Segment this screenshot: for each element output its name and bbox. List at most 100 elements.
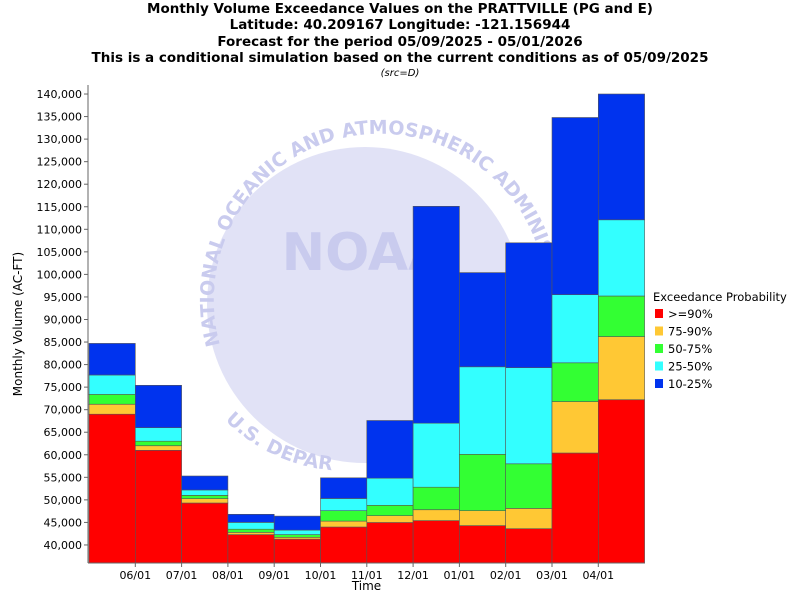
bar-segment bbox=[459, 453, 506, 511]
bar-segment bbox=[320, 520, 368, 528]
chart-title-line-4: This is a conditional simulation based o… bbox=[91, 50, 709, 66]
bar-segment bbox=[135, 440, 182, 447]
bar-segment bbox=[320, 477, 368, 499]
legend-swatch bbox=[655, 309, 663, 318]
x-tick-label: 06/01 bbox=[119, 569, 151, 582]
y-tick-label: 45,000 bbox=[44, 516, 83, 529]
y-tick-label: 50,000 bbox=[44, 494, 83, 507]
legend-item-label: 75-90% bbox=[668, 325, 712, 339]
bar-segment bbox=[551, 401, 599, 454]
bar-segment bbox=[505, 508, 553, 529]
bar-segment bbox=[412, 520, 460, 564]
x-tick-label: 11/01 bbox=[351, 569, 383, 582]
y-tick-label: 120,000 bbox=[37, 178, 83, 191]
bar-segment bbox=[459, 510, 506, 526]
bar-segment bbox=[597, 295, 645, 337]
y-tick-label: 90,000 bbox=[44, 313, 83, 326]
bar-segment bbox=[366, 420, 414, 479]
bar-segment bbox=[88, 393, 136, 405]
y-tick-label: 105,000 bbox=[37, 246, 83, 259]
bar-segment bbox=[551, 117, 599, 295]
bar-segment bbox=[320, 510, 368, 522]
legend-title: Exceedance Probability bbox=[653, 290, 787, 304]
bar-segment bbox=[366, 477, 414, 506]
x-tick-label: 10/01 bbox=[305, 569, 337, 582]
x-tick-label: 12/01 bbox=[397, 569, 429, 582]
bar-segment bbox=[505, 367, 553, 465]
y-tick-label: 125,000 bbox=[37, 156, 83, 169]
bar-segment bbox=[181, 475, 229, 491]
x-axis-label: Time bbox=[351, 579, 381, 593]
x-tick-label: 04/01 bbox=[582, 569, 614, 582]
x-tick-label: 08/01 bbox=[212, 569, 244, 582]
bar-segment bbox=[320, 526, 368, 564]
bar-segment bbox=[181, 495, 229, 499]
y-tick-label: 100,000 bbox=[37, 268, 83, 281]
bar-segment bbox=[459, 272, 506, 368]
axes-group: 40,000 45,000 50,000 55,000 60,000 65,000 70,0… bbox=[11, 85, 645, 593]
source-note: (src=D) bbox=[380, 68, 420, 79]
y-tick-label: 75,000 bbox=[44, 381, 83, 394]
y-tick-label: 130,000 bbox=[37, 133, 83, 146]
bar-segment bbox=[227, 513, 275, 523]
y-tick-label: 55,000 bbox=[44, 471, 83, 484]
x-tick-label: 07/01 bbox=[166, 569, 198, 582]
legend-swatch bbox=[655, 379, 663, 388]
x-tick-label: 09/01 bbox=[258, 569, 290, 582]
bar-segment bbox=[459, 525, 506, 564]
bar-segment bbox=[505, 528, 553, 564]
y-tick-label: 140,000 bbox=[37, 88, 83, 101]
bar-segment bbox=[320, 498, 368, 511]
bar-segment bbox=[135, 384, 182, 428]
bar-segment bbox=[505, 463, 553, 509]
bar-segment bbox=[505, 242, 553, 369]
y-tick-label: 115,000 bbox=[37, 201, 83, 214]
legend-item-label: 25-50% bbox=[668, 360, 712, 374]
bar-segment bbox=[459, 366, 506, 455]
y-tick-label: 135,000 bbox=[37, 111, 83, 124]
bar-segment bbox=[88, 343, 136, 376]
bar-segment bbox=[597, 399, 645, 564]
bar-segment bbox=[88, 374, 136, 395]
bar-segment bbox=[597, 93, 645, 221]
legend-item-label: 50-75% bbox=[668, 342, 712, 356]
bar-segment bbox=[227, 528, 275, 533]
bar-segment bbox=[366, 504, 414, 516]
bar-segment bbox=[227, 522, 275, 530]
bar-segment bbox=[227, 534, 275, 564]
bar-segment bbox=[551, 362, 599, 402]
bar-segment bbox=[366, 515, 414, 523]
bar-segment bbox=[181, 498, 229, 504]
bar-segment bbox=[273, 529, 321, 535]
x-tick-label: 03/01 bbox=[536, 569, 568, 582]
y-tick-label: 85,000 bbox=[44, 336, 83, 349]
y-tick-label: 40,000 bbox=[44, 539, 83, 552]
bar-segment bbox=[135, 427, 182, 442]
bar-segment bbox=[412, 206, 460, 424]
legend-item-label: 10-25% bbox=[668, 377, 712, 391]
bar-segment bbox=[273, 534, 321, 538]
bar-segment bbox=[597, 336, 645, 401]
bar-segment bbox=[366, 522, 414, 564]
y-tick-label: 70,000 bbox=[44, 404, 83, 417]
bar-segment bbox=[88, 403, 136, 415]
bar-segment bbox=[273, 538, 321, 564]
bar-segment bbox=[412, 486, 460, 511]
bar-segment bbox=[181, 489, 229, 496]
legend-item-label: >=90% bbox=[668, 307, 713, 321]
bar-segment bbox=[88, 413, 136, 564]
bar-segment bbox=[135, 449, 182, 564]
chart-title-line-2: Latitude: 40.209167 Longitude: -121.1569… bbox=[229, 17, 571, 33]
bar-segment bbox=[412, 509, 460, 521]
bar-segment bbox=[181, 502, 229, 564]
bar-segment bbox=[597, 219, 645, 297]
legend-swatch bbox=[655, 344, 663, 353]
bars-group bbox=[88, 93, 645, 564]
chart-title-line-1: Monthly Volume Exceedance Values on the … bbox=[147, 1, 653, 17]
x-tick-label: 01/01 bbox=[444, 569, 476, 582]
y-tick-label: 60,000 bbox=[44, 449, 83, 462]
legend-swatch bbox=[655, 326, 663, 336]
bar-segment bbox=[551, 452, 599, 564]
bar-segment bbox=[412, 422, 460, 488]
